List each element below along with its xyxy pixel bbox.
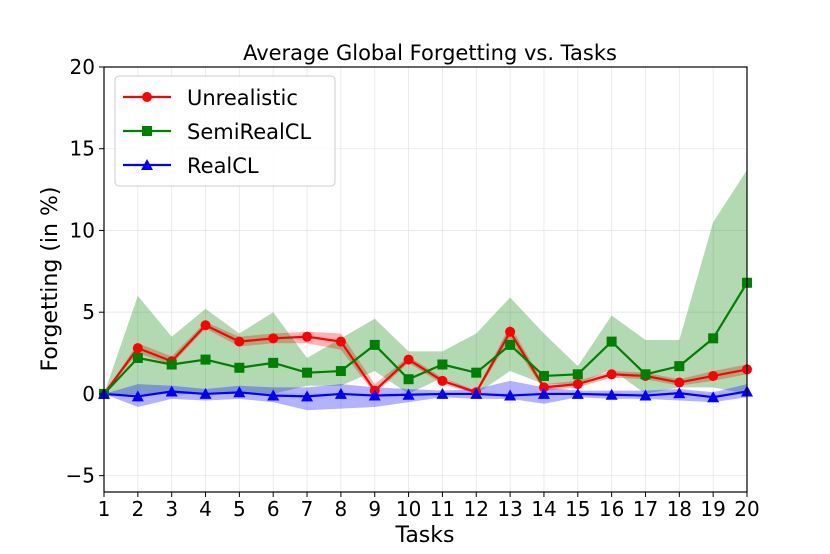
realcl-point [131, 390, 144, 402]
realcl-point [470, 387, 483, 399]
realcl-point [233, 386, 246, 398]
semirealcl-point [403, 374, 414, 385]
y-tick-label: 20 [70, 55, 95, 79]
realcl-point [537, 387, 550, 399]
semirealcl-point [437, 359, 448, 370]
semirealcl-point [708, 333, 719, 344]
unrealistic-point [674, 377, 685, 388]
x-tick-label: 14 [531, 497, 556, 521]
semirealcl-point [200, 354, 211, 365]
y-tick-label: −5 [66, 464, 95, 488]
unrealistic-point [234, 336, 245, 347]
x-tick-label: 10 [396, 497, 421, 521]
unrealistic-point [606, 369, 617, 380]
unrealistic-point [403, 354, 414, 365]
x-tick-label: 4 [199, 497, 212, 521]
realcl-point [707, 391, 720, 403]
unrealistic-point [335, 336, 346, 347]
semirealcl-point [674, 361, 685, 372]
x-tick-label: 18 [667, 497, 692, 521]
unrealistic-legend-marker [142, 92, 152, 102]
semirealcl-point [505, 339, 516, 350]
x-tick-label: 19 [700, 497, 725, 521]
unrealistic-point [505, 326, 516, 337]
unrealistic-line [103, 324, 748, 395]
semirealcl-legend-marker [142, 126, 152, 136]
x-tick-label: 13 [497, 497, 522, 521]
x-tick-label: 15 [565, 497, 590, 521]
realcl-line [103, 390, 748, 399]
unrealistic-point [437, 375, 448, 386]
semirealcl-point [606, 336, 617, 347]
realcl-legend-label: RealCL [187, 154, 259, 178]
semirealcl-point [132, 352, 143, 363]
x-tick-label: 3 [165, 497, 178, 521]
realcl-point [402, 388, 415, 400]
x-tick-label: 20 [734, 497, 759, 521]
semirealcl-point [302, 367, 313, 378]
semirealcl-band [104, 169, 747, 394]
semirealcl-legend-label: SemiRealCL [187, 120, 311, 144]
semirealcl-point [234, 362, 245, 373]
semirealcl-line [103, 282, 748, 395]
y-tick-label: 5 [82, 300, 95, 324]
semirealcl-point [538, 370, 549, 381]
x-tick-label: 8 [335, 497, 348, 521]
x-tick-label: 11 [430, 497, 455, 521]
realcl-legend-marker [141, 159, 153, 170]
x-tick-label: 17 [633, 497, 658, 521]
unrealistic-point [572, 379, 583, 390]
y-tick-label: 15 [70, 137, 95, 161]
unrealistic-point [302, 331, 313, 342]
semirealcl-point [369, 339, 380, 350]
realcl-point [165, 385, 178, 397]
realcl-point [605, 388, 618, 400]
semirealcl-point [640, 369, 651, 380]
x-tick-label: 2 [131, 497, 144, 521]
legend-box [114, 75, 336, 187]
realcl-point [267, 389, 280, 401]
y-tick-label: 10 [70, 218, 95, 242]
semirealcl-point [166, 359, 177, 370]
x-tick-label: 5 [233, 497, 246, 521]
series-lines [103, 282, 748, 399]
realcl-point [301, 390, 314, 402]
realcl-point [639, 389, 652, 401]
realcl-point [504, 389, 517, 401]
semirealcl-point [572, 369, 583, 380]
realcl-point [334, 387, 347, 399]
semirealcl-point [335, 366, 346, 377]
unrealistic-point [268, 333, 279, 344]
unrealistic-legend-label: Unrealistic [187, 86, 298, 110]
semirealcl-point [268, 357, 279, 368]
x-tick-label: 16 [599, 497, 624, 521]
x-tick-label: 6 [267, 497, 280, 521]
realcl-point [673, 387, 686, 399]
realcl-point [436, 387, 449, 399]
unrealistic-point [200, 320, 211, 331]
axis-ticks: 1 2 3 4 5 6 7 8 9 10 11 12 13 14 15 16 17 18 19 20−50510152… [66, 55, 760, 521]
x-tick-label: 1 [98, 497, 111, 521]
realcl-point [571, 387, 584, 399]
realcl-point [368, 389, 381, 401]
plot-frame [103, 66, 748, 493]
unrealistic-point [708, 370, 719, 381]
y-tick-label: 0 [82, 382, 95, 406]
y-axis-label: Forgetting (in %) [38, 187, 63, 372]
legend: Unrealistic SemiRealCL RealCL [114, 75, 336, 187]
realcl-point [199, 387, 212, 399]
confidence-bands [104, 169, 747, 411]
x-tick-label: 7 [301, 497, 314, 521]
x-tick-label: 12 [464, 497, 489, 521]
chart-title: Average Global Forgetting vs. Tasks [243, 41, 617, 65]
unrealistic-point [132, 343, 143, 354]
unrealistic-point [538, 382, 549, 393]
semirealcl-point [471, 367, 482, 378]
x-axis-label: Tasks [395, 523, 455, 548]
realcl-band [104, 380, 747, 411]
x-tick-label: 9 [368, 497, 381, 521]
